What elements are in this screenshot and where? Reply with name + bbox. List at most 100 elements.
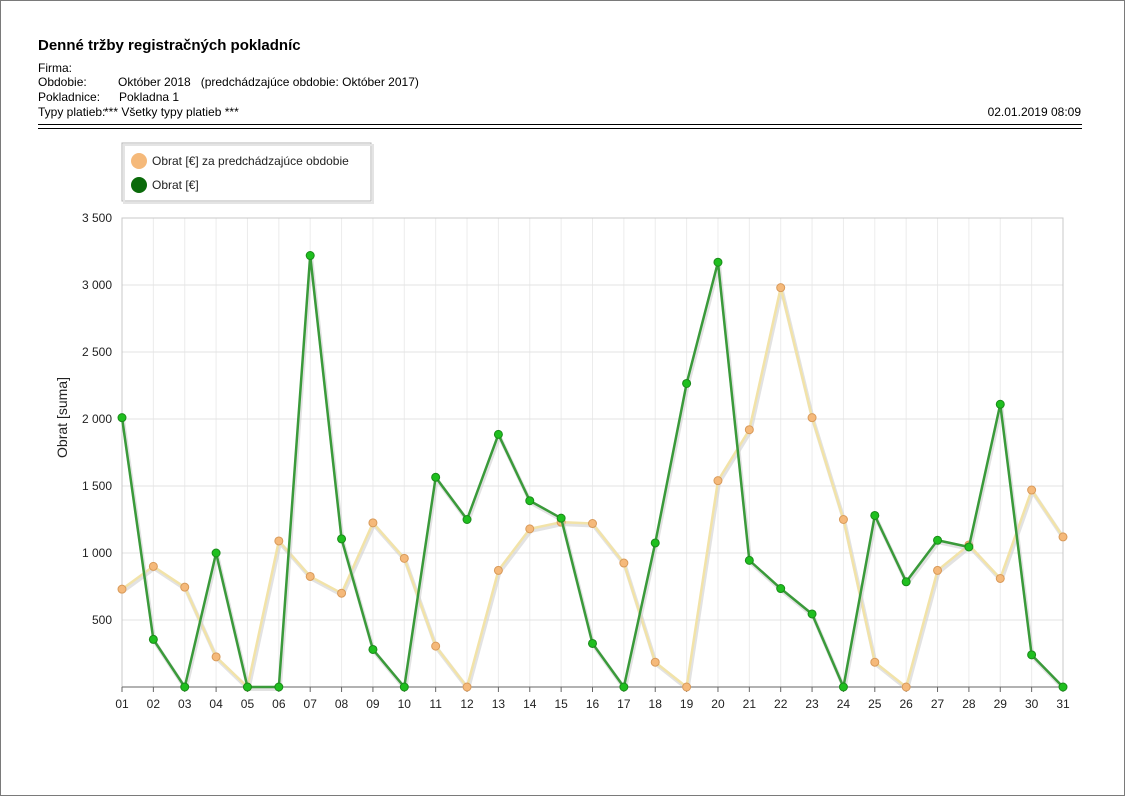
series-current-period-point: [713, 257, 723, 267]
x-tick-label: 02: [147, 697, 161, 711]
x-tick-label: 14: [523, 697, 537, 711]
series-current-period-point: [148, 634, 158, 644]
y-tick-label: 1 000: [82, 546, 112, 560]
x-tick-label: 10: [398, 697, 412, 711]
series-current-period-point: [493, 429, 503, 439]
x-tick-label: 18: [649, 697, 663, 711]
meta-value: Pokladna 1: [119, 90, 180, 104]
chart-legend: Obrat [€] za predchádzajúce obdobie Obra…: [121, 142, 374, 204]
series-previous-period-point: [838, 515, 848, 524]
series-previous-period-point: [650, 657, 660, 667]
series-previous-period-point: [870, 657, 880, 667]
series-current-period-point: [807, 609, 817, 619]
series-current-period-point: [964, 542, 974, 552]
x-tick-label: 19: [680, 697, 694, 711]
x-tick-label: 15: [554, 697, 568, 711]
series-current-period-point: [399, 682, 409, 692]
series-current-period-point: [838, 682, 848, 692]
meta-label: Pokladnice:: [38, 90, 101, 104]
meta-label: Obdobie:: [38, 75, 87, 89]
series-current-period-point: [933, 535, 943, 545]
series-current-period-point: [650, 538, 660, 548]
series-previous-period-point: [682, 682, 692, 692]
series-current-period-point: [305, 251, 315, 261]
y-tick-label: 3 000: [82, 278, 112, 292]
series-current-period-point: [242, 682, 252, 692]
y-tick-label: 2 500: [82, 345, 112, 359]
series-previous-period-point: [274, 536, 284, 546]
y-tick-label: 1 500: [82, 479, 112, 493]
series-current-period-point: [744, 555, 754, 565]
x-tick-label: 11: [429, 697, 442, 711]
y-axis-label: Obrat [suma]: [54, 377, 70, 458]
series-previous-period-point: [713, 476, 723, 486]
series-previous-period-point: [117, 584, 127, 594]
header-rule-top: [38, 124, 1082, 125]
series-previous-period-point: [211, 652, 221, 662]
series-previous-period-point: [493, 565, 503, 575]
series-previous-period-point: [431, 641, 441, 651]
series-previous-period-point: [995, 573, 1005, 583]
legend-box: [121, 142, 372, 202]
x-tick-label: 17: [617, 697, 631, 711]
report-timestamp: 02.01.2019 08:09: [987, 105, 1081, 119]
x-tick-label: 26: [899, 697, 913, 711]
y-tick-label: 2 000: [82, 412, 112, 426]
series-previous-period-point: [399, 553, 409, 563]
x-tick-label: 07: [304, 697, 318, 711]
x-tick-label: 30: [1025, 697, 1039, 711]
y-tick-label: 3 500: [82, 211, 112, 225]
series-previous-period-point: [525, 524, 535, 534]
series-previous-period-point: [368, 518, 378, 528]
x-tick-label: 23: [805, 697, 819, 711]
y-axis: 500 1 000 1 500 2 000 2 500 3 000 3 500: [82, 211, 112, 627]
series-current-period-point: [525, 496, 535, 506]
header-rule-bottom: [38, 128, 1082, 129]
series-current-period-point: [870, 510, 880, 520]
meta-label: Firma:: [38, 61, 72, 75]
series-previous-period-point: [180, 582, 190, 592]
x-tick-label: 08: [335, 697, 349, 711]
x-tick-label: 01: [115, 697, 129, 711]
y-tick-label: 500: [92, 613, 112, 627]
x-tick-label: 06: [272, 697, 286, 711]
series-previous-period-point: [1058, 532, 1068, 542]
meta-value: Október 2018 (predchádzajúce obdobie: Ok…: [118, 75, 419, 89]
x-tick-label: 28: [962, 697, 976, 711]
legend-label-current-period: Obrat [€]: [152, 178, 199, 192]
series-previous-period-point: [619, 558, 629, 568]
series-previous-period-point: [148, 561, 158, 571]
series-current-period-point: [368, 644, 378, 654]
series-current-period-point: [337, 534, 347, 544]
series-current-period-point: [274, 682, 284, 692]
series-previous-period-point: [807, 413, 817, 423]
legend-marker-current-period: [131, 177, 147, 193]
legend-marker-previous-period: [131, 153, 147, 169]
meta-value: *** Všetky typy platieb ***: [104, 105, 239, 119]
series-previous-period-point: [933, 565, 943, 575]
series-previous-period-point: [305, 571, 315, 581]
x-tick-label: 05: [241, 697, 255, 711]
x-tick-label: 09: [366, 697, 380, 711]
x-tick-label: 16: [586, 697, 600, 711]
x-tick-label: 21: [743, 697, 757, 711]
x-tick-label: 31: [1056, 697, 1070, 711]
series-current-period-point: [619, 682, 629, 692]
series-previous-period-point: [462, 682, 472, 692]
series-current-period-point: [211, 548, 221, 558]
series-previous-period-point: [337, 588, 347, 598]
meta-label: Typy platieb:: [38, 105, 106, 119]
series-current-period-point: [117, 413, 127, 423]
series-current-period-point: [556, 513, 566, 523]
x-tick-label: 27: [931, 697, 945, 711]
legend-shadow: [123, 144, 374, 204]
series-previous-period-point: [901, 682, 911, 692]
series-current-period-point: [995, 399, 1005, 409]
series-current-period-point: [776, 584, 786, 594]
series-previous-period-point: [776, 283, 786, 293]
series-previous-period-point: [588, 519, 597, 529]
series-current-period-point: [180, 682, 190, 692]
series-previous-period-point: [744, 425, 754, 435]
x-tick-label: 04: [209, 697, 223, 711]
